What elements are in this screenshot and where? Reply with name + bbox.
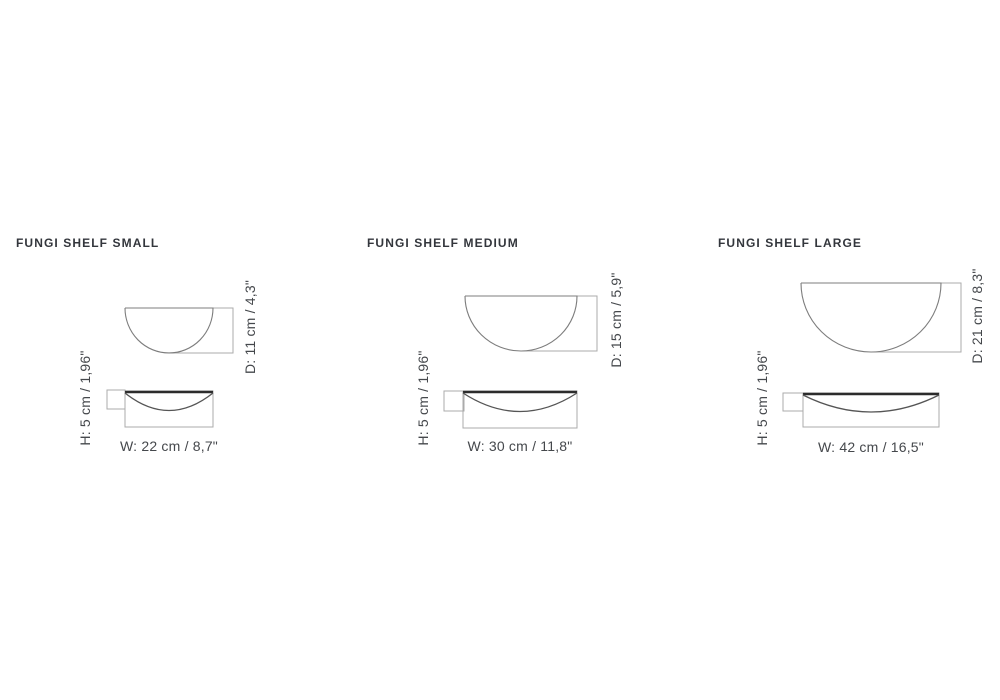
medium-front-view bbox=[443, 390, 578, 429]
height-dimension-label-small: H: 5 cm / 1,96" bbox=[77, 350, 93, 446]
depth-dimension-label-large: D: 21 cm / 8,3" bbox=[969, 268, 985, 364]
large-shelf-underside-curve bbox=[802, 394, 940, 413]
medium-height-dimension-box bbox=[443, 390, 465, 412]
medium-width-dimension-box bbox=[462, 390, 578, 429]
large-top-view bbox=[800, 282, 962, 353]
height-dimension-label-large: H: 5 cm / 1,96" bbox=[754, 350, 770, 446]
small-height-dimension-box bbox=[106, 389, 126, 410]
medium-depth-dimension-bracket bbox=[521, 295, 598, 352]
width-dimension-label-medium: W: 30 cm / 11,8" bbox=[467, 438, 573, 454]
large-width-dimension-box bbox=[802, 392, 940, 428]
large-height-dimension-box bbox=[782, 392, 804, 412]
small-top-view-outline bbox=[124, 307, 214, 354]
large-front-view bbox=[782, 392, 940, 428]
width-dimension-label-large: W: 42 cm / 16,5" bbox=[818, 439, 924, 455]
panel-title-large: FUNGI SHELF LARGE bbox=[718, 236, 863, 250]
height-dimension-label-medium: H: 5 cm / 1,96" bbox=[415, 350, 431, 446]
small-front-view bbox=[106, 389, 214, 428]
small-top-view bbox=[124, 307, 234, 354]
small-shelf-underside-curve bbox=[124, 392, 214, 412]
medium-top-view-outline bbox=[464, 295, 578, 352]
large-depth-dimension-bracket bbox=[871, 282, 962, 353]
small-depth-dimension-bracket bbox=[169, 307, 234, 354]
panel-title-medium: FUNGI SHELF MEDIUM bbox=[367, 236, 519, 250]
depth-dimension-label-medium: D: 15 cm / 5,9" bbox=[608, 272, 624, 368]
panel-title-small: FUNGI SHELF SMALL bbox=[16, 236, 160, 250]
medium-shelf-underside-curve bbox=[462, 392, 578, 413]
medium-top-view bbox=[464, 295, 598, 352]
small-width-dimension-box bbox=[124, 390, 214, 428]
width-dimension-label-small: W: 22 cm / 8,7" bbox=[120, 438, 218, 454]
large-top-view-outline bbox=[800, 282, 942, 353]
depth-dimension-label-small: D: 11 cm / 4,3" bbox=[242, 279, 258, 375]
